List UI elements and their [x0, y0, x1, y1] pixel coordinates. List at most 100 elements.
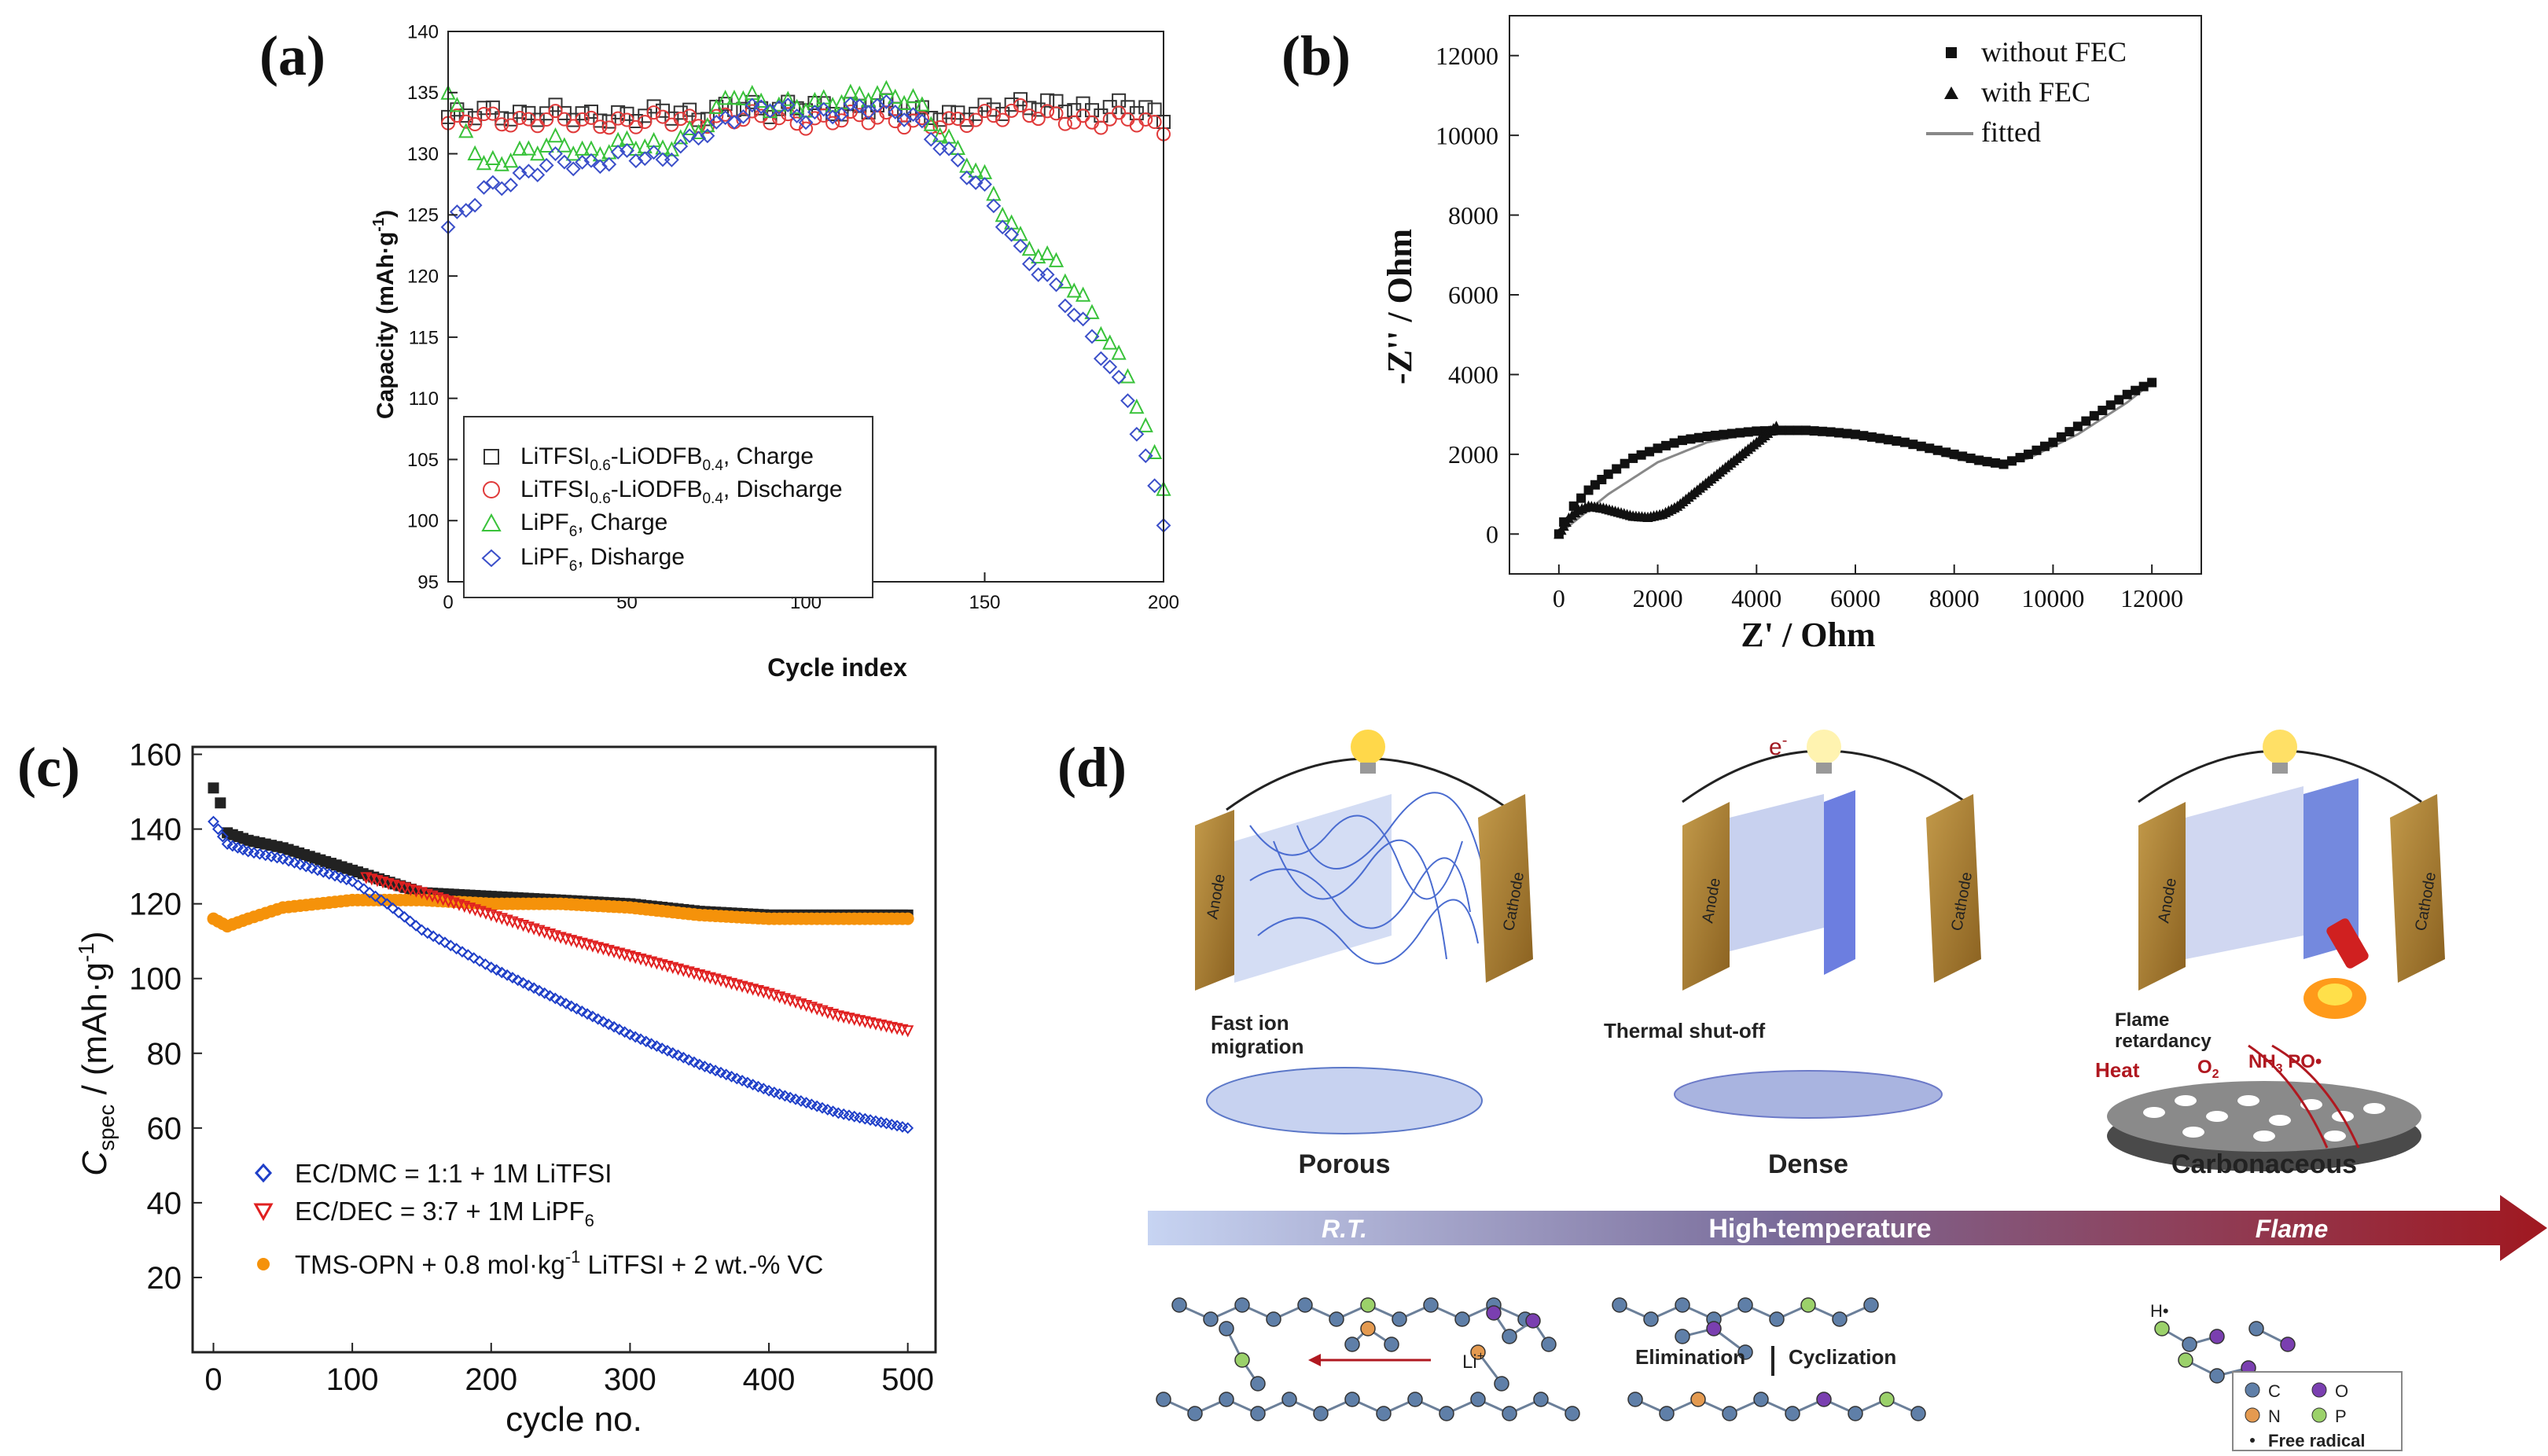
data-point — [458, 114, 473, 129]
atom — [1376, 1406, 1392, 1421]
data-point — [941, 141, 957, 156]
data-point — [300, 860, 312, 873]
schematic-d: Anode Cathode Fast ion migration Porous … — [1148, 730, 2547, 1451]
data-point — [1031, 267, 1046, 282]
arrow-label-high: High-temperature — [1708, 1214, 1931, 1244]
data-point — [646, 105, 661, 120]
li-ion-label: Li+ — [1462, 1350, 1484, 1373]
y-tick-label: 140 — [407, 21, 439, 42]
data-point — [1965, 453, 1976, 463]
data-point — [392, 906, 405, 919]
data-point — [539, 106, 554, 121]
legend-marker-diamond — [481, 549, 502, 568]
data-point — [323, 868, 336, 881]
legend-entry: fitted — [1926, 116, 2041, 148]
data-point — [548, 104, 563, 119]
data-point — [995, 219, 1010, 235]
oxygen-label: O2 — [2197, 1057, 2219, 1081]
data-point — [2098, 406, 2108, 416]
data-point — [611, 105, 626, 119]
y-axis-label: Cspec / (mAh·g-1) — [74, 931, 119, 1175]
data-point — [485, 961, 498, 973]
data-point — [623, 1028, 636, 1041]
data-point — [718, 107, 733, 122]
data-point — [1851, 429, 1860, 439]
data-point — [602, 1018, 615, 1031]
data-point — [575, 106, 590, 121]
data-point — [468, 111, 483, 126]
data-point — [664, 141, 679, 156]
data-point — [1842, 428, 1852, 439]
data-point — [664, 152, 679, 167]
data-point — [932, 127, 948, 142]
data-point — [433, 933, 445, 946]
legend-marker-circle — [257, 1258, 270, 1270]
atom — [1360, 1297, 1376, 1313]
y-tick-label: 20 — [147, 1261, 182, 1296]
data-point — [1004, 97, 1019, 112]
data-point — [2072, 421, 2083, 432]
data-point — [503, 153, 519, 168]
data-point — [517, 976, 529, 989]
data-point — [932, 112, 947, 127]
y-tick-label: 40 — [147, 1186, 182, 1221]
data-point — [1102, 334, 1118, 350]
atom — [1502, 1329, 1517, 1344]
note-label: Fast ion — [1211, 1011, 1289, 1035]
data-point — [2031, 445, 2042, 455]
atom — [2248, 1321, 2264, 1337]
series-line-fitted — [1557, 381, 2153, 535]
data-point — [601, 156, 617, 172]
data-point — [277, 853, 289, 866]
data-point — [467, 145, 483, 160]
legend-marker-square — [1946, 47, 1957, 58]
data-point — [896, 112, 912, 127]
data-point — [520, 140, 536, 156]
data-point — [586, 1010, 599, 1023]
data-point — [1568, 501, 1579, 511]
data-point — [1875, 433, 1885, 443]
data-point — [888, 105, 903, 119]
cyclization-label: Cyclization — [1789, 1345, 1896, 1369]
data-point — [718, 110, 734, 126]
data-point — [995, 106, 1010, 121]
data-point — [977, 97, 992, 112]
data-point — [637, 151, 653, 167]
bulb-icon — [1807, 730, 1841, 774]
data-point — [544, 990, 556, 1002]
data-point — [557, 137, 572, 153]
data-point — [650, 1040, 663, 1053]
x-tick-label: 4000 — [1731, 584, 1781, 612]
note-label: Thermal shut-off — [1604, 1019, 1765, 1042]
data-point — [969, 106, 984, 121]
data-point — [404, 915, 417, 928]
atom — [1675, 1329, 1690, 1344]
data-point — [421, 927, 434, 939]
legend-entry: LiPF6, Charge — [481, 509, 667, 540]
y-tick-label: 105 — [407, 450, 439, 471]
x-tick-label: 2000 — [1633, 584, 1683, 612]
data-point — [597, 1016, 609, 1028]
data-point — [370, 890, 381, 903]
data-point — [656, 109, 670, 124]
atom-o-swatch — [2311, 1382, 2327, 1398]
data-point — [473, 955, 486, 967]
data-point — [789, 98, 805, 114]
data-point — [1004, 226, 1020, 242]
anode-plate — [1682, 802, 1730, 991]
atom — [1659, 1406, 1675, 1421]
y-tick-label: 125 — [407, 205, 439, 226]
atom — [1392, 1311, 1407, 1327]
char-layer — [2107, 1044, 2421, 1171]
data-point — [640, 1035, 653, 1048]
data-point — [375, 894, 388, 906]
data-point — [1916, 441, 1926, 451]
anode-plate — [2138, 802, 2186, 991]
data-point — [1057, 298, 1073, 314]
data-point — [427, 930, 439, 943]
atom — [1612, 1297, 1627, 1313]
data-point — [923, 131, 939, 147]
atom-p-swatch — [2311, 1407, 2327, 1423]
data-point — [1093, 351, 1109, 366]
data-point — [870, 85, 885, 101]
